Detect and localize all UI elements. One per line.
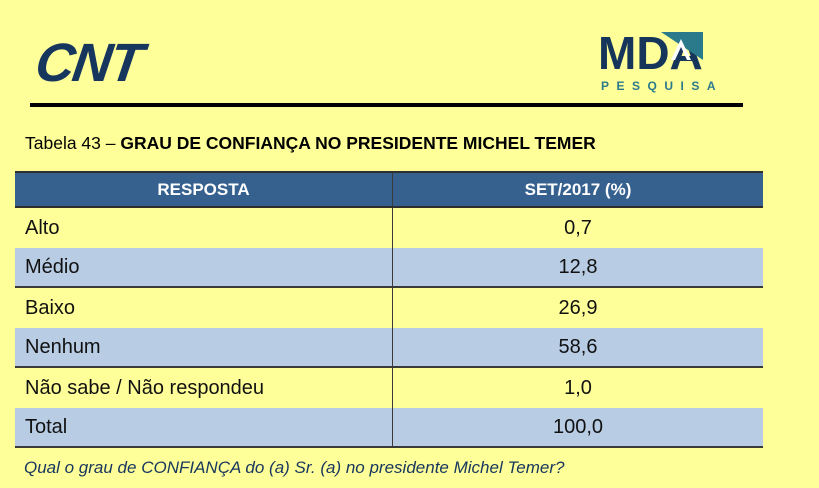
row-label: Médio (15, 248, 393, 286)
table-title: Tabela 43 – GRAU DE CONFIANÇA NO PRESIDE… (25, 133, 596, 154)
column-header-set2017: SET/2017 (%) (524, 179, 632, 199)
row-value: 0,7 (564, 216, 592, 239)
table-row: Médio 12,8 (15, 248, 763, 288)
mda-wedge-icon (661, 32, 703, 60)
row-value: 58,6 (558, 335, 598, 358)
mda-subtext: PESQUISA (601, 79, 724, 93)
row-label: Alto (15, 208, 393, 248)
column-header-resposta: RESPOSTA (15, 173, 393, 206)
table-title-prefix: Tabela 43 – (25, 133, 121, 153)
table-row: Total 100,0 (15, 408, 763, 448)
table-row: Nenhum 58,6 (15, 328, 763, 368)
confidence-table: RESPOSTA SET/2017 (%) Alto 0,7 Médio 12,… (15, 171, 763, 448)
row-label: Nenhum (15, 328, 393, 366)
row-value: 100,0 (552, 415, 604, 438)
mda-logo: MDA PESQUISA (598, 30, 748, 93)
survey-question: Qual o grau de CONFIANÇA do (a) Sr. (a) … (24, 458, 565, 477)
table-title-heading: GRAU DE CONFIANÇA NO PRESIDENTE MICHEL T… (120, 133, 596, 153)
table-header-row: RESPOSTA SET/2017 (%) (15, 171, 763, 208)
table-row: Alto 0,7 (15, 208, 763, 248)
row-label: Baixo (15, 288, 393, 328)
table-row: Não sabe / Não respondeu 1,0 (15, 368, 763, 408)
header-underline (30, 103, 743, 107)
table-row: Baixo 26,9 (15, 288, 763, 328)
row-label: Total (15, 408, 393, 446)
row-value: 1,0 (564, 376, 592, 399)
mda-wordmark: MDA (598, 30, 748, 76)
row-label: Não sabe / Não respondeu (15, 368, 393, 408)
row-value: 12,8 (558, 255, 598, 278)
row-value: 26,9 (558, 296, 598, 319)
cnt-logo: CNT (31, 33, 146, 93)
